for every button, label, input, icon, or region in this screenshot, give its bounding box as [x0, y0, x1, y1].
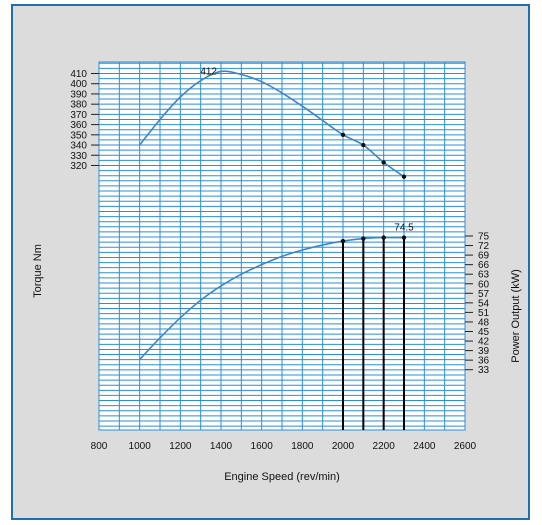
y-right-tick-label: 63: [478, 270, 490, 281]
torque-marker: [401, 174, 407, 179]
x-axis-title: Engine Speed (rev/min): [224, 471, 340, 483]
power-marker: [401, 235, 407, 240]
y-right-tick-label: 33: [478, 365, 490, 376]
y-left-axis-title: Torque Nm: [32, 244, 44, 298]
chart-frame: 320 330 340 350 360 370 380 390 400 410 33 36 39 42 45…: [11, 4, 530, 520]
y-left-tick-label: 350: [70, 130, 87, 141]
power-marker: [381, 235, 386, 240]
power-marker: [340, 238, 346, 244]
x-tick-label: 2000: [332, 441, 355, 452]
y-left-tick-label: 320: [70, 161, 87, 172]
y-right-tick-label: 45: [478, 327, 490, 338]
y-right-axis-title: Power Output (kW): [510, 269, 522, 363]
y-left-tick-label: 340: [70, 141, 87, 152]
y-right-tick-label: 69: [478, 251, 490, 262]
y-right-tick-label: 75: [478, 232, 490, 243]
y-right-tick-label: 51: [478, 308, 490, 319]
y-right-tick-label: 60: [478, 279, 490, 290]
y-right-tick-label: 54: [478, 298, 490, 309]
y-left-tick-label: 360: [70, 120, 87, 131]
y-right-tick-label: 48: [478, 317, 490, 328]
torque-marker: [340, 132, 346, 138]
x-tick-label: 2600: [454, 441, 477, 452]
y-right-tick-label: 36: [478, 356, 490, 367]
y-right-tick-label: 39: [478, 346, 490, 357]
x-tick-label: 1600: [251, 441, 274, 452]
power-peak-label: 74.5: [394, 223, 414, 234]
y-right-tick-label: 57: [478, 289, 490, 300]
y-right-tick-label: 66: [478, 260, 490, 271]
y-left-tick-label: 330: [70, 151, 87, 162]
x-tick-label: 2400: [413, 441, 436, 452]
y-right-tick-label: 72: [478, 241, 490, 252]
torque-peak-label: 412: [200, 66, 217, 77]
x-tick-label: 1200: [169, 441, 192, 452]
y-left-tick-label: 400: [70, 79, 87, 90]
y-right-tick-label: 42: [478, 337, 490, 348]
torque-marker: [361, 142, 366, 148]
y-left-tick-label: 390: [70, 89, 87, 100]
torque-marker: [381, 160, 386, 165]
x-tick-label: 2200: [373, 441, 396, 452]
y-left-tick-label: 380: [70, 100, 87, 111]
x-tick-label: 800: [91, 441, 108, 452]
x-tick-label: 1000: [129, 441, 152, 452]
y-left-tick-label: 370: [70, 110, 87, 121]
power-marker: [361, 236, 366, 241]
x-tick-label: 1400: [210, 441, 233, 452]
y-left-tick-label: 410: [70, 69, 87, 80]
x-tick-label: 1800: [291, 441, 314, 452]
